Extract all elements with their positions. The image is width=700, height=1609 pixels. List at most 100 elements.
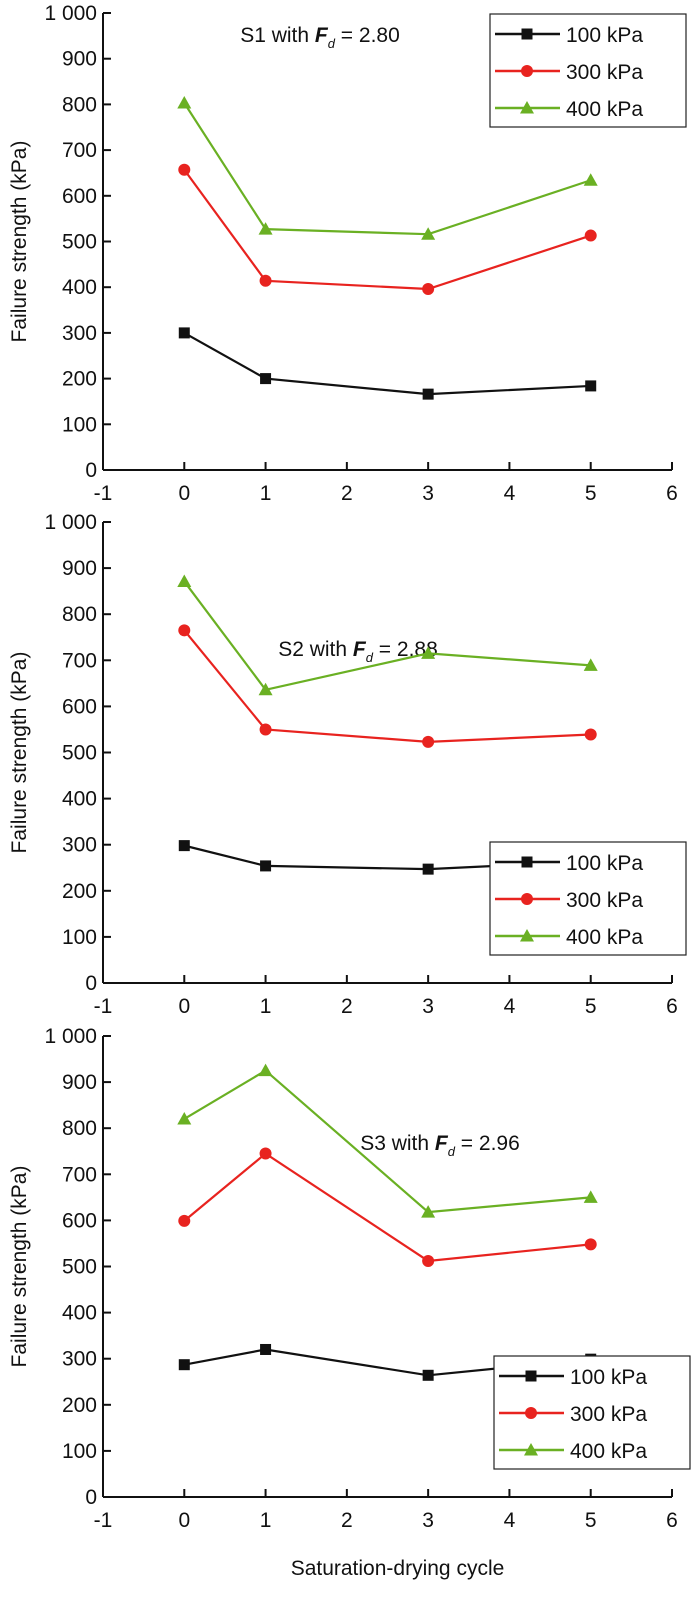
x-tick-label: -1 xyxy=(94,482,113,505)
x-tick-label: 3 xyxy=(422,482,434,505)
data-point xyxy=(421,646,436,659)
data-point xyxy=(259,1147,272,1160)
y-tick-label: 0 xyxy=(85,972,97,995)
data-point xyxy=(583,658,598,671)
x-tick-label: 6 xyxy=(666,1509,678,1532)
x-tick-label: 5 xyxy=(585,482,597,505)
legend-label: 400 kPa xyxy=(566,98,643,121)
legend-marker xyxy=(521,856,533,868)
y-tick-label: 200 xyxy=(62,1394,97,1417)
series-300-kpa xyxy=(178,624,597,748)
annotation-subscript: d xyxy=(328,36,336,51)
x-tick-label: 4 xyxy=(504,995,516,1018)
data-point xyxy=(421,1205,436,1218)
legend-label: 400 kPa xyxy=(570,1440,647,1463)
y-tick-label: 100 xyxy=(62,926,97,949)
x-tick-label: 1 xyxy=(260,995,272,1018)
x-tick-label: 6 xyxy=(666,482,678,505)
x-tick-label: 2 xyxy=(341,482,353,505)
x-tick-label: 0 xyxy=(178,482,190,505)
y-tick-label: 600 xyxy=(62,185,97,208)
data-point xyxy=(178,1214,191,1227)
panel-annotation: S1 with Fd = 2.80 xyxy=(240,24,400,51)
series-400-kpa xyxy=(177,96,598,240)
data-point xyxy=(260,860,272,872)
series-400-kpa xyxy=(177,574,598,696)
data-point xyxy=(583,173,598,186)
y-tick-label: 600 xyxy=(62,695,97,718)
y-tick-label: 800 xyxy=(62,1117,97,1140)
data-point xyxy=(422,863,434,875)
legend-label: 100 kPa xyxy=(566,24,643,47)
legend-label: 300 kPa xyxy=(570,1403,647,1426)
annotation-subscript: d xyxy=(366,650,374,665)
x-tick-label: 1 xyxy=(260,1509,272,1532)
y-tick-label: 500 xyxy=(62,742,97,765)
annotation-symbol: F xyxy=(435,1132,449,1155)
series-100-kpa xyxy=(178,327,597,400)
y-tick-label: 400 xyxy=(62,1302,97,1325)
data-point xyxy=(178,163,191,176)
data-point xyxy=(583,1190,598,1203)
data-point xyxy=(259,274,272,287)
data-point xyxy=(178,840,190,852)
x-tick-label: 4 xyxy=(504,482,516,505)
legend-marker xyxy=(520,101,534,114)
legend-marker xyxy=(520,929,534,942)
annotation-symbol: F xyxy=(315,24,329,47)
y-tick-label: 200 xyxy=(62,368,97,391)
data-point xyxy=(584,1238,597,1251)
x-axis-label: Saturation-drying cycle xyxy=(291,1557,505,1580)
series-line xyxy=(183,1152,591,1263)
y-tick-label: 600 xyxy=(62,1209,97,1232)
data-point xyxy=(178,327,190,339)
annotation-prefix: S3 with xyxy=(360,1132,435,1155)
data-point xyxy=(177,574,192,587)
data-point xyxy=(585,380,597,392)
legend-marker xyxy=(524,1443,538,1456)
y-tick-label: 500 xyxy=(62,1256,97,1279)
legend-label: 300 kPa xyxy=(566,889,643,912)
x-tick-label: -1 xyxy=(94,1509,113,1532)
x-tick-label: 5 xyxy=(585,995,597,1018)
x-tick-label: 2 xyxy=(341,1509,353,1532)
data-point xyxy=(258,1063,273,1077)
legend-label: 100 kPa xyxy=(570,1366,647,1389)
y-tick-label: 200 xyxy=(62,880,97,903)
y-tick-label: 300 xyxy=(62,834,97,857)
series-line xyxy=(183,331,591,396)
y-tick-label: 300 xyxy=(62,1348,97,1371)
y-tick-label: 0 xyxy=(85,459,97,482)
data-point xyxy=(177,1111,192,1125)
series-300-kpa xyxy=(178,1147,597,1267)
annotation-prefix: S1 with xyxy=(240,24,315,47)
annotation-suffix: = 2.80 xyxy=(335,24,400,47)
y-tick-label: 0 xyxy=(85,1486,97,1509)
y-axis-label: Failure strength (kPa) xyxy=(8,141,31,343)
y-tick-label: 700 xyxy=(62,649,97,672)
y-tick-label: 700 xyxy=(62,1163,97,1186)
y-tick-label: 100 xyxy=(62,413,97,436)
series-300-kpa xyxy=(178,163,597,296)
x-tick-label: 4 xyxy=(504,1509,516,1532)
data-point xyxy=(422,388,434,400)
y-tick-label: 100 xyxy=(62,1440,97,1463)
y-tick-label: 900 xyxy=(62,557,97,580)
y-tick-label: 1 000 xyxy=(44,2,97,25)
legend-marker xyxy=(525,1407,537,1419)
y-tick-label: 800 xyxy=(62,603,97,626)
y-tick-label: 500 xyxy=(62,231,97,254)
data-point xyxy=(178,624,191,637)
series-line xyxy=(183,102,592,236)
data-point xyxy=(260,1343,272,1355)
legend-label: 400 kPa xyxy=(566,926,643,949)
data-point xyxy=(422,1254,435,1267)
y-tick-label: 900 xyxy=(62,1071,97,1094)
data-point xyxy=(260,373,272,385)
legend-marker xyxy=(521,28,533,40)
panel-annotation: S3 with Fd = 2.96 xyxy=(360,1132,520,1159)
